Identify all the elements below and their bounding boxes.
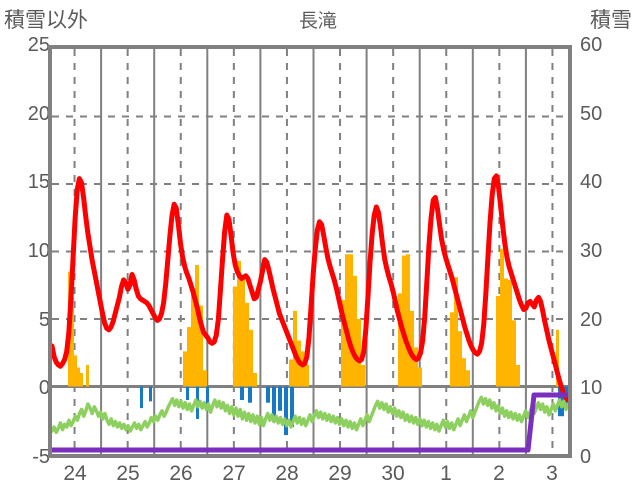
right-tick-50: 50 bbox=[580, 103, 603, 125]
chart-canvas bbox=[52, 49, 568, 454]
right-tick-40: 40 bbox=[580, 171, 603, 193]
plot-area bbox=[48, 45, 572, 458]
right-tick-30: 30 bbox=[580, 240, 603, 262]
x-tick-26: 26 bbox=[169, 462, 193, 485]
left-tick-0: 0 bbox=[38, 377, 50, 399]
left-tick-25: 25 bbox=[27, 34, 50, 56]
plot-inner bbox=[52, 49, 568, 454]
left-tick-20: 20 bbox=[27, 103, 50, 125]
x-tick-2: 2 bbox=[493, 462, 505, 485]
left-axis-title: 積雪以外 bbox=[4, 9, 88, 32]
x-tick-29: 29 bbox=[328, 462, 352, 485]
right-tick-20: 20 bbox=[580, 309, 603, 331]
right-tick-10: 10 bbox=[580, 377, 603, 399]
x-tick-30: 30 bbox=[381, 462, 405, 485]
left-tick-minus5: -5 bbox=[32, 446, 50, 468]
left-tick-15: 15 bbox=[27, 171, 50, 193]
x-tick-27: 27 bbox=[222, 462, 246, 485]
chart-title: 長滝 bbox=[298, 11, 337, 32]
left-tick-10: 10 bbox=[27, 240, 50, 262]
left-tick-5: 5 bbox=[38, 309, 50, 331]
x-tick-1: 1 bbox=[440, 462, 452, 485]
right-axis-title: 積雪 bbox=[590, 9, 632, 32]
right-tick-0: 0 bbox=[580, 446, 592, 468]
x-tick-3: 3 bbox=[546, 462, 558, 485]
x-tick-28: 28 bbox=[275, 462, 299, 485]
x-tick-24: 24 bbox=[63, 462, 87, 485]
x-tick-25: 25 bbox=[116, 462, 140, 485]
right-tick-60: 60 bbox=[580, 34, 603, 56]
